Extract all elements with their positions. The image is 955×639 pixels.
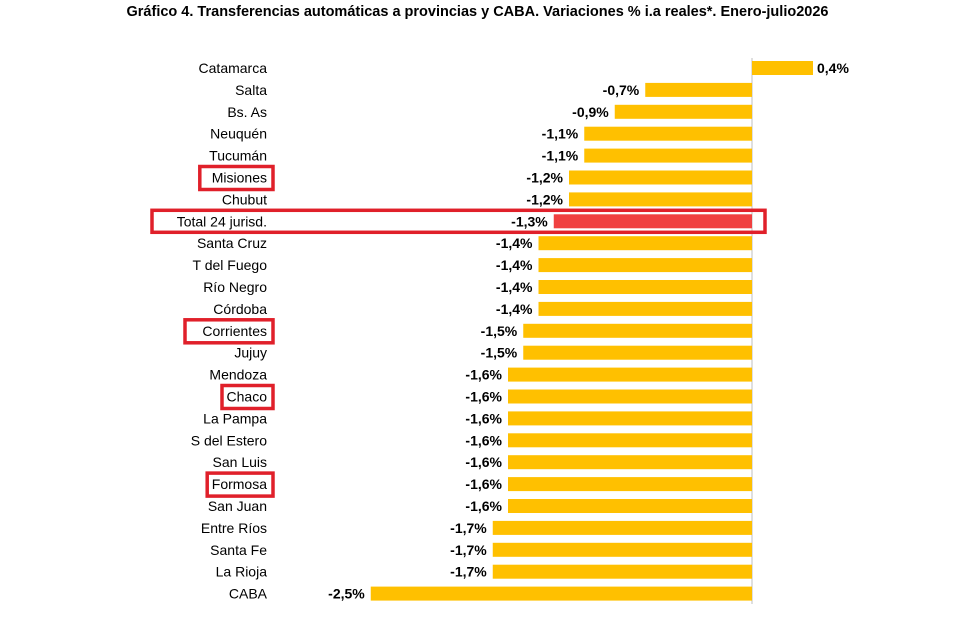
- category-label: Santa Cruz: [197, 235, 267, 251]
- bar: [523, 345, 752, 360]
- category-label: Santa Fe: [210, 542, 267, 558]
- bar: [492, 520, 752, 535]
- bar: [508, 411, 752, 426]
- value-label: -1,2%: [526, 191, 563, 207]
- category-label: Corrientes: [202, 323, 267, 339]
- category-label: Total 24 jurisd.: [177, 213, 267, 229]
- category-label: Córdoba: [213, 301, 267, 317]
- value-label: -1,4%: [496, 301, 533, 317]
- value-label: -2,5%: [328, 586, 365, 602]
- bar: [508, 455, 752, 470]
- bar: [508, 499, 752, 513]
- bar: [508, 477, 752, 492]
- value-label: -1,7%: [450, 564, 487, 580]
- bar: [752, 61, 813, 75]
- category-label: Chaco: [227, 389, 268, 405]
- category-label: CABA: [229, 586, 268, 602]
- category-label: S del Estero: [191, 432, 267, 448]
- bar: [538, 236, 752, 251]
- value-label: -1,1%: [542, 126, 579, 142]
- highlight-box-total: [150, 208, 767, 235]
- highlight-box: [183, 318, 275, 345]
- category-label: Entre Ríos: [201, 520, 267, 536]
- value-label: -1,6%: [465, 389, 502, 405]
- category-label: Jujuy: [234, 345, 267, 361]
- highlight-box: [205, 471, 275, 498]
- bar: [569, 170, 752, 185]
- value-label: -1,4%: [496, 279, 533, 295]
- value-label: -0,7%: [603, 82, 640, 98]
- highlight-box: [198, 164, 275, 192]
- bar: [584, 126, 752, 141]
- category-label: Formosa: [212, 476, 267, 492]
- value-label: 0,4%: [817, 60, 849, 76]
- value-label: -1,5%: [481, 345, 518, 361]
- category-label: Catamarca: [199, 60, 268, 76]
- bar: [523, 323, 752, 338]
- category-label: Bs. As: [227, 104, 267, 120]
- category-label: Mendoza: [209, 367, 267, 383]
- highlight-box: [220, 383, 275, 411]
- category-label: Chubut: [222, 191, 267, 207]
- category-label: La Pampa: [203, 410, 267, 426]
- value-label: -1,7%: [450, 542, 487, 558]
- value-label: -1,2%: [526, 170, 563, 186]
- bar: [492, 542, 752, 557]
- category-label: San Juan: [208, 498, 267, 514]
- category-label: T del Fuego: [193, 257, 268, 273]
- bar: [492, 564, 752, 579]
- value-label: -0,9%: [572, 104, 609, 120]
- category-label: Tucumán: [209, 148, 267, 164]
- value-label: -1,6%: [465, 498, 502, 514]
- category-label: Neuquén: [210, 126, 267, 142]
- value-label: -1,7%: [450, 520, 487, 536]
- bar: [508, 433, 752, 448]
- bar: [584, 148, 752, 163]
- value-label: -1,6%: [465, 367, 502, 383]
- value-label: -1,6%: [465, 410, 502, 426]
- bar: [645, 82, 752, 97]
- category-label: San Luis: [213, 454, 267, 470]
- bar: [569, 192, 752, 207]
- value-label: -1,6%: [465, 432, 502, 448]
- category-label: Salta: [235, 82, 267, 98]
- bar: [370, 586, 752, 601]
- bar-total: [553, 214, 752, 229]
- bar: [614, 104, 752, 119]
- value-label: -1,1%: [542, 148, 579, 164]
- bar: [538, 258, 752, 273]
- chart-title: Gráfico 4. Transferencias automáticas a …: [126, 4, 829, 20]
- value-label: -1,4%: [496, 257, 533, 273]
- category-label: Misiones: [212, 170, 267, 186]
- bar: [538, 301, 752, 316]
- bar: [508, 389, 752, 404]
- category-label: La Rioja: [216, 564, 268, 580]
- value-label: -1,5%: [481, 323, 518, 339]
- value-label: -1,3%: [511, 213, 548, 229]
- value-label: -1,6%: [465, 454, 502, 470]
- bar: [538, 280, 752, 294]
- value-label: -1,4%: [496, 235, 533, 251]
- category-label: Río Negro: [203, 279, 267, 295]
- bar: [508, 367, 752, 382]
- value-label: -1,6%: [465, 476, 502, 492]
